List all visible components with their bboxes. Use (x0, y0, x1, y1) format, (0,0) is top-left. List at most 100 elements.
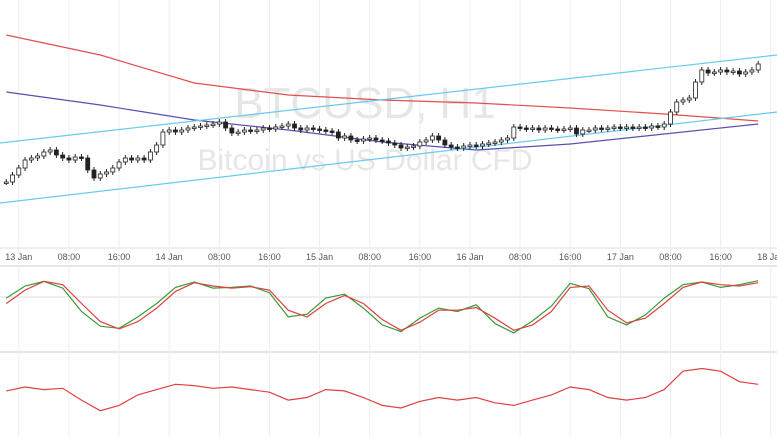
candle (674, 101, 680, 113)
candle (442, 139, 448, 146)
x-tick-label: 08:00 (659, 252, 682, 262)
candle (536, 127, 542, 131)
watermark-title: BTCUSD, H1 (234, 79, 496, 128)
candle (122, 157, 128, 163)
candle (655, 125, 661, 128)
x-tick-label: 16:00 (559, 252, 582, 262)
candle (423, 139, 429, 143)
candle (711, 71, 717, 74)
candle (392, 142, 398, 146)
candle (523, 127, 529, 130)
x-tick-label: 08:00 (58, 252, 81, 262)
x-tick-label: 16:00 (709, 252, 732, 262)
x-tick-label: 08:00 (208, 252, 231, 262)
candle (686, 97, 692, 101)
candle (185, 127, 191, 131)
candle (611, 126, 617, 129)
candle (35, 155, 40, 159)
candle (586, 129, 592, 132)
candle (680, 99, 686, 103)
candle (749, 69, 755, 73)
candle (85, 157, 91, 171)
candle (467, 144, 473, 147)
candle (643, 126, 648, 129)
candle (129, 157, 134, 161)
candle (22, 159, 28, 169)
candle (455, 146, 460, 149)
candle (480, 143, 485, 147)
x-tick-label: 08:00 (358, 252, 381, 262)
candle (179, 129, 185, 133)
candle (91, 169, 97, 179)
candle (511, 126, 517, 139)
x-tick-label: 08:00 (509, 252, 532, 262)
candle (436, 135, 442, 141)
candle (718, 69, 724, 73)
candle (223, 121, 228, 129)
candle (492, 141, 498, 144)
candle (549, 127, 554, 130)
x-tick-label: 14 Jan (156, 252, 183, 262)
candle (448, 144, 454, 148)
candle (260, 127, 266, 131)
x-tick-label: 18 Jan (757, 252, 777, 262)
candle (498, 139, 504, 143)
candle (267, 127, 272, 130)
candle (555, 128, 561, 131)
candle (411, 145, 416, 148)
candle (191, 126, 197, 129)
candle (329, 130, 335, 133)
candle (542, 127, 548, 131)
overlay-line (0, 54, 777, 144)
candle (216, 121, 222, 125)
candle (229, 127, 235, 134)
candle (104, 171, 109, 175)
candle (60, 154, 66, 159)
oscillator-line (5, 280, 759, 331)
candle (298, 127, 304, 131)
candle (79, 156, 84, 159)
candle (10, 174, 15, 183)
candle (567, 127, 573, 130)
candle (737, 70, 742, 75)
candle (617, 126, 623, 129)
candle (66, 157, 72, 161)
candle (404, 146, 410, 149)
candle (97, 173, 103, 179)
rsi-line (6, 367, 759, 412)
candle (28, 157, 34, 161)
candle (624, 126, 630, 129)
candle (517, 126, 523, 129)
candle (592, 127, 598, 131)
candle (53, 149, 59, 156)
candle (3, 181, 9, 184)
candle (304, 127, 310, 131)
candle (599, 127, 604, 130)
candle (630, 126, 636, 129)
candle (317, 128, 322, 131)
candle (724, 69, 730, 73)
candle (72, 156, 78, 161)
x-tick-label: 16:00 (409, 252, 432, 262)
candle (580, 129, 586, 135)
candle (561, 128, 567, 131)
candle (473, 144, 479, 147)
candle (348, 135, 354, 141)
candle (16, 167, 22, 176)
candle (160, 131, 166, 146)
x-tick-label: 16 Jan (456, 252, 483, 262)
candle (354, 139, 360, 142)
candle (574, 127, 579, 135)
candle (292, 123, 297, 129)
x-tick-label: 17 Jan (607, 252, 634, 262)
candle (342, 135, 348, 139)
candle (110, 167, 116, 173)
candle (279, 125, 285, 128)
candle (335, 131, 341, 139)
candle (248, 129, 254, 132)
candle (373, 137, 379, 141)
candle (173, 129, 178, 133)
candle (461, 145, 467, 149)
candle (386, 140, 391, 144)
